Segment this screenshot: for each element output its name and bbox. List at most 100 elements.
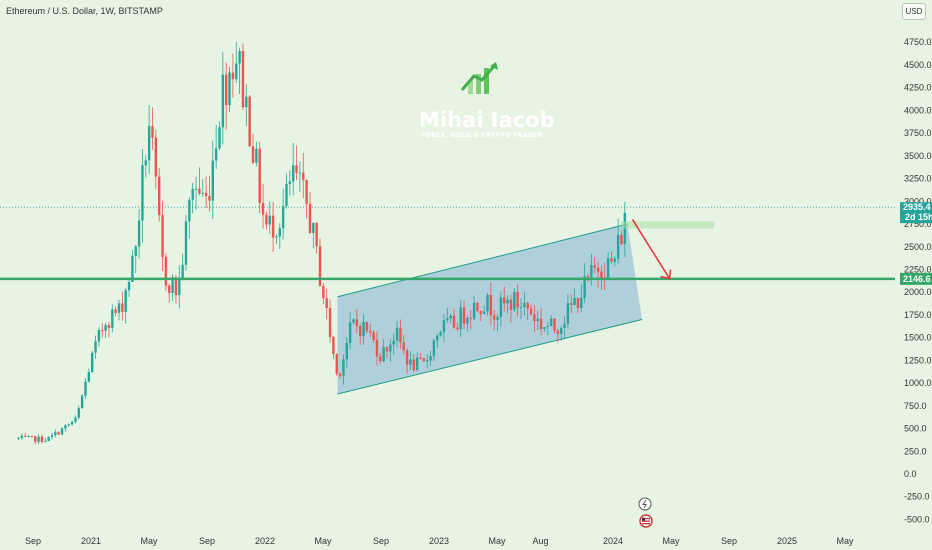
price-axis-label: 3250.0	[904, 174, 932, 184]
candle	[238, 47, 241, 95]
candle	[137, 208, 141, 259]
candle	[576, 297, 580, 314]
candle	[104, 322, 107, 339]
candle	[499, 291, 503, 327]
candle	[27, 435, 30, 438]
price-axis-label: 4000.0	[904, 105, 932, 115]
price-axis-label: 4500.0	[904, 60, 932, 70]
level-price-value: 2146.6	[903, 274, 931, 284]
us-flag-event-icon[interactable]	[639, 514, 653, 528]
price-axis[interactable]: -500.0 -250.0 0.0 250.0 500.0 750.0 1000.0 1250…	[904, 37, 932, 524]
candle	[271, 201, 275, 252]
candle	[355, 308, 359, 334]
candle	[198, 167, 201, 196]
candle	[392, 333, 395, 355]
price-axis-label: 1750.0	[904, 310, 932, 320]
last-price-tag: 2935.4 2d 15h	[900, 202, 932, 224]
price-axis-label: -500.0	[904, 514, 930, 524]
candle	[255, 141, 258, 167]
candle	[496, 314, 499, 332]
candle	[486, 293, 489, 316]
candle	[60, 427, 64, 436]
candle	[322, 283, 325, 304]
candle	[57, 431, 60, 435]
candle	[191, 182, 194, 214]
candle	[385, 346, 389, 359]
candle	[292, 142, 295, 196]
candle	[308, 192, 312, 234]
price-axis-label: 4250.0	[904, 83, 932, 93]
candle	[452, 308, 456, 329]
candle	[127, 278, 131, 298]
currency-button[interactable]: USD	[902, 3, 926, 20]
candle	[84, 377, 87, 399]
candle	[281, 188, 285, 240]
candle	[288, 170, 292, 196]
price-axis-label: -250.0	[904, 492, 930, 502]
candle	[241, 43, 245, 110]
candle	[352, 318, 355, 325]
highlight-zone	[621, 221, 714, 229]
candle	[462, 300, 466, 330]
time-axis-label: May	[314, 536, 332, 546]
projection-arrow[interactable]	[631, 219, 672, 280]
time-axis-label: Aug	[532, 536, 548, 546]
candle	[556, 328, 560, 343]
price-axis-label: 2000.0	[904, 287, 932, 297]
candle	[158, 167, 161, 222]
chart-title: Ethereum / U.S. Dollar, 1W, BITSTAMP	[6, 6, 163, 16]
candle	[402, 334, 405, 356]
candle	[369, 323, 372, 338]
candle	[235, 42, 238, 84]
candle	[117, 299, 121, 321]
candle	[389, 339, 392, 362]
channel-upper-line[interactable]	[337, 223, 628, 298]
candle	[432, 338, 436, 362]
candle	[97, 327, 101, 347]
candle	[181, 253, 184, 281]
candle	[147, 104, 151, 174]
candle	[268, 201, 271, 234]
candle	[295, 145, 298, 181]
candle	[248, 95, 251, 147]
time-axis[interactable]: Sep 2021 May Sep 2022 May Sep 2023 May Aug 2024 May…	[25, 536, 854, 546]
candle	[419, 353, 422, 360]
candle	[37, 434, 40, 445]
watermark: Mihai Iacob FOREX, GOLD & CRYPTO TRADER	[419, 62, 555, 139]
candle	[50, 432, 54, 440]
candle	[539, 308, 543, 336]
candle	[315, 222, 318, 254]
watermark-chart-icon	[460, 62, 498, 94]
watermark-tagline: FOREX, GOLD & CRYPTO TRADER	[421, 132, 543, 139]
candle	[405, 347, 409, 374]
candle	[64, 424, 67, 432]
candle	[20, 433, 24, 440]
price-axis-label: 2500.0	[904, 242, 932, 252]
candle	[593, 256, 596, 274]
candle	[620, 230, 623, 246]
candle	[101, 323, 104, 339]
candle	[426, 354, 429, 369]
candle	[359, 323, 362, 345]
time-axis-label: 2023	[429, 536, 449, 546]
candle	[372, 330, 375, 343]
candle	[70, 420, 74, 426]
candle	[261, 183, 265, 229]
price-axis-label: 500.0	[904, 424, 927, 434]
candle	[375, 331, 379, 366]
candle	[67, 423, 70, 428]
candle	[439, 330, 442, 337]
candle	[566, 294, 570, 329]
candle	[395, 320, 399, 348]
time-axis-label: 2025	[777, 536, 797, 546]
channel-lower-line[interactable]	[337, 318, 643, 395]
candle	[184, 215, 188, 271]
candle	[345, 337, 348, 369]
candle	[87, 368, 91, 383]
candle	[305, 179, 308, 219]
candle	[225, 62, 228, 130]
flash-event-icon[interactable]	[638, 497, 652, 511]
candle	[114, 306, 117, 317]
price-axis-label: 4750.0	[904, 37, 932, 47]
